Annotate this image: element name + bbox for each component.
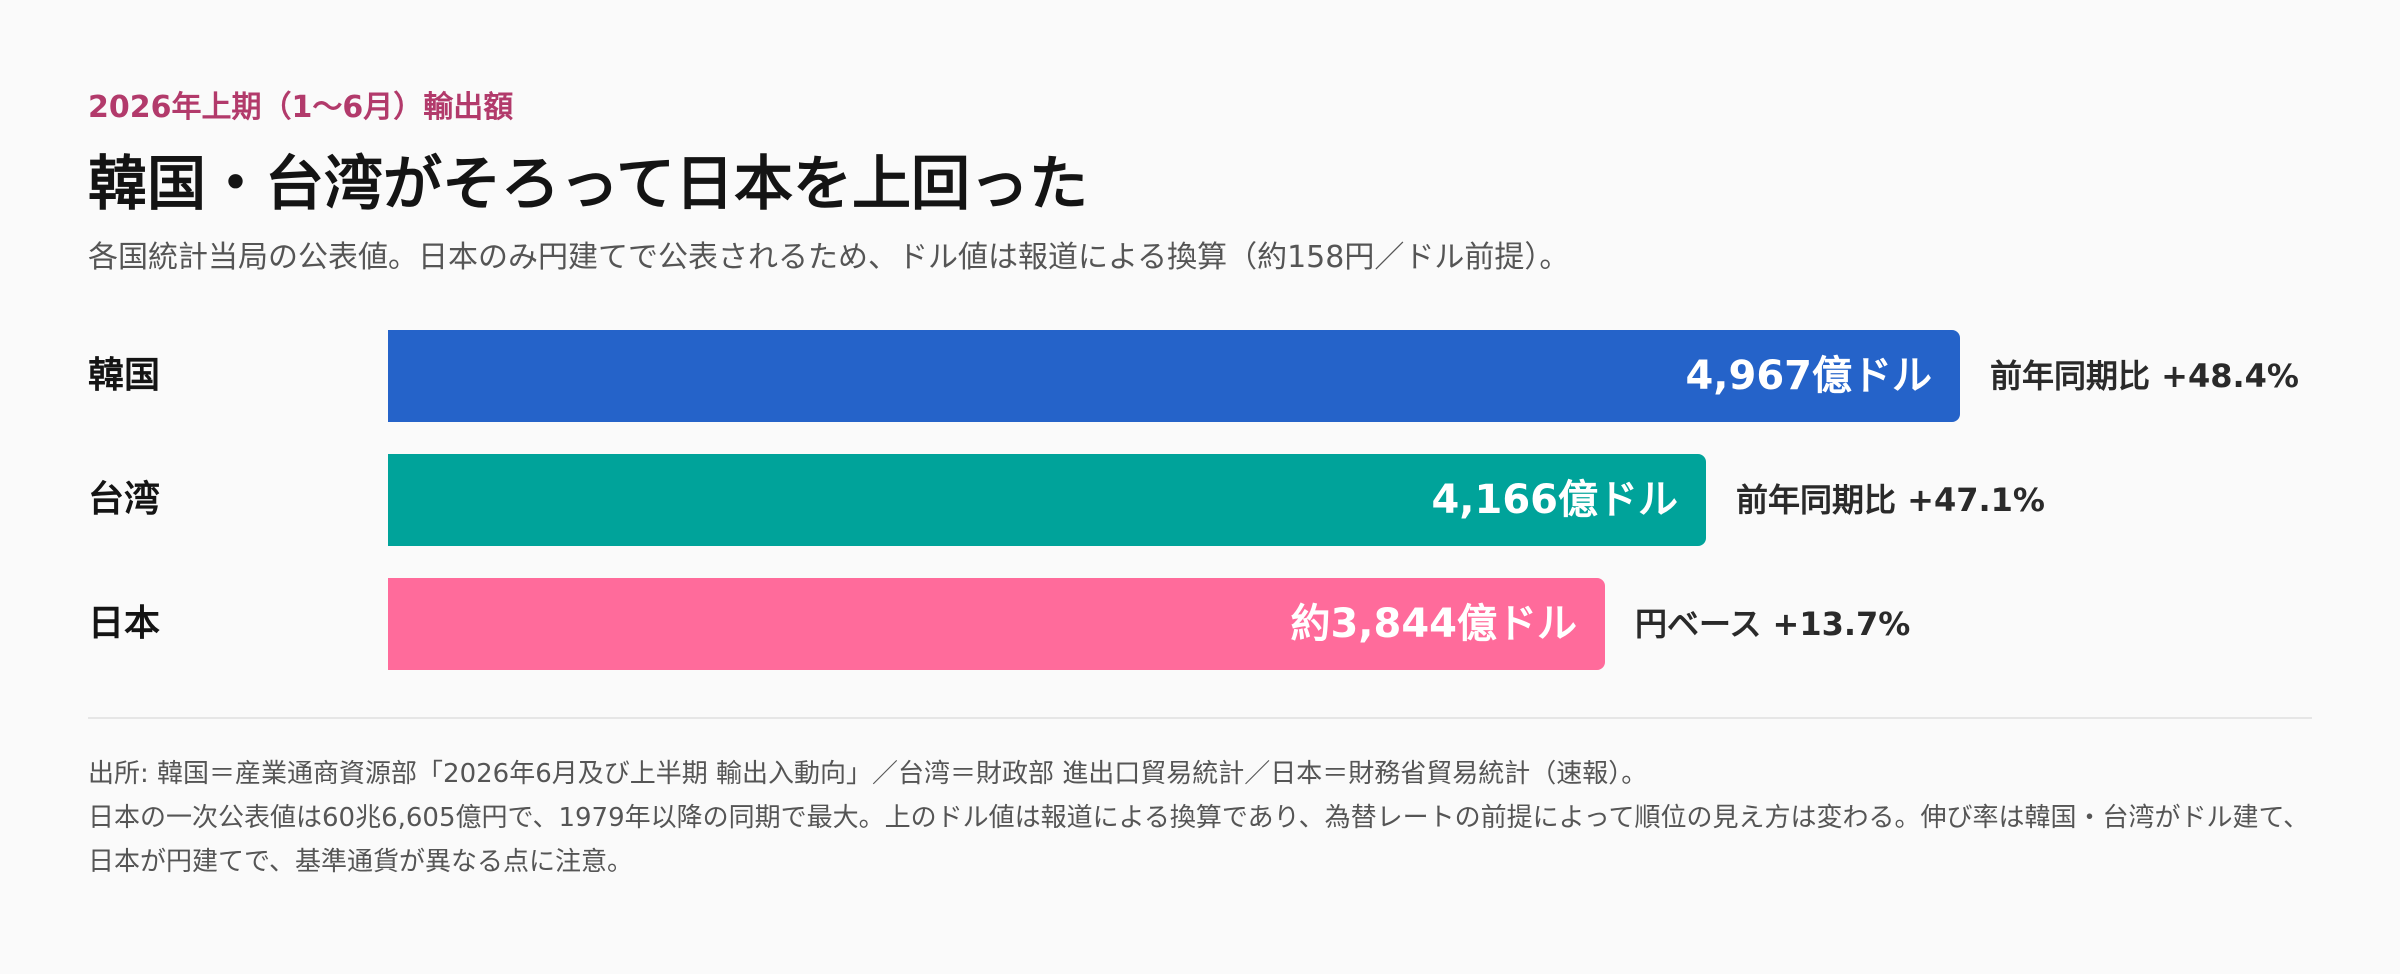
chart-eyebrow: 2026年上期（1〜6月）輸出額 xyxy=(88,90,514,125)
bar: 約3,844億ドル xyxy=(388,578,1605,670)
growth-label: 前年同期比 +48.4% xyxy=(1990,357,2299,395)
category-label: 韓国 xyxy=(88,355,161,396)
bar-value-label: 約3,844億ドル xyxy=(1290,601,1577,647)
divider xyxy=(88,717,2312,719)
category-label: 台湾 xyxy=(88,479,161,520)
growth-label: 円ベース +13.7% xyxy=(1635,605,1911,643)
caveat-note: 日本の一次公表値は60兆6,605億円で、1979年以降の同期で最大。上のドル値… xyxy=(88,803,2310,877)
category-label: 日本 xyxy=(88,603,161,644)
bar-value-label: 4,967億ドル xyxy=(1685,353,1932,399)
bar-value-label: 4,166億ドル xyxy=(1431,477,1678,523)
bar: 4,967億ドル xyxy=(388,330,1960,422)
chart-subtitle: 各国統計当局の公表値。日本のみ円建てで公表されるため、ドル値は報道による換算（約… xyxy=(88,240,1570,275)
growth-label: 前年同期比 +47.1% xyxy=(1736,481,2045,519)
chart-title: 韓国・台湾がそろって日本を上回った xyxy=(88,149,1089,218)
footnotes: 出所: 韓国＝産業通商資源部「2026年6月及び上半期 輸出入動向」／台湾＝財政… xyxy=(88,752,2312,884)
source-note: 出所: 韓国＝産業通商資源部「2026年6月及び上半期 輸出入動向」／台湾＝財政… xyxy=(88,759,1648,789)
bar-row: 日本 約3,844億ドル 円ベース +13.7% xyxy=(88,578,2312,670)
bar: 4,166億ドル xyxy=(388,454,1706,546)
bar-row: 韓国 4,967億ドル 前年同期比 +48.4% xyxy=(88,330,2312,422)
bar-row: 台湾 4,166億ドル 前年同期比 +47.1% xyxy=(88,454,2312,546)
bar-chart: 韓国 4,967億ドル 前年同期比 +48.4% 台湾 4,166億ドル 前年同期比 +4… xyxy=(88,330,2312,680)
